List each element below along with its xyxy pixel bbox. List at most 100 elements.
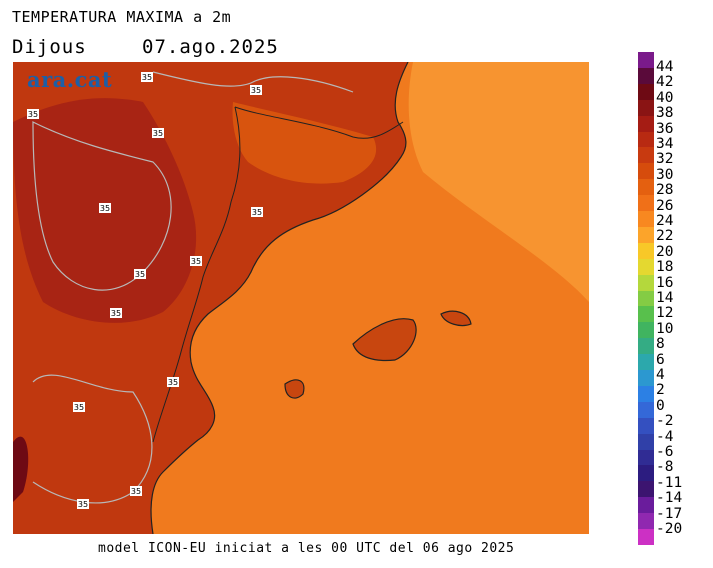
legend-swatch (638, 306, 654, 323)
map-title: TEMPERATURA MAXIMA a 2m (12, 8, 232, 26)
contour-line (152, 71, 354, 93)
forecast-day: Dijous (12, 36, 87, 58)
legend-swatch (638, 385, 654, 403)
legend-swatch (638, 322, 654, 339)
legend-swatch (638, 497, 654, 514)
contour-label: 35 (252, 208, 262, 217)
contour-label-bg (251, 207, 263, 217)
model-footer: model ICON-EU iniciat a les 00 UTC del 0… (98, 541, 515, 556)
legend-tick-label: -2 (656, 413, 674, 430)
legend-swatch (638, 433, 654, 451)
legend-swatch (638, 226, 654, 244)
legend-swatch (638, 417, 654, 435)
contour-label-bg (141, 72, 153, 82)
legend-tick-label: 16 (656, 274, 674, 291)
legend-tick-label: 30 (656, 166, 674, 183)
contour-label-bg (27, 109, 39, 119)
contour-label: 35 (74, 403, 84, 412)
contour-label-bg (167, 377, 179, 387)
ara-cat-logo: ara.cat (27, 67, 113, 92)
legend-swatch (638, 529, 654, 546)
contour-label: 35 (168, 378, 178, 387)
legend-tick-label: 10 (656, 320, 674, 337)
legend-tick-label: 6 (656, 351, 665, 368)
legend-swatch (638, 242, 654, 260)
legend-swatch (638, 179, 654, 196)
legend-tick-label: -17 (656, 505, 683, 522)
contour-label: 35 (111, 309, 121, 318)
contour-label: 35 (78, 500, 88, 509)
legend-swatch (638, 465, 654, 482)
contour-label: 35 (131, 487, 141, 496)
legend-tick-label: 38 (656, 105, 674, 122)
legend-swatch (638, 290, 654, 307)
legend-tick-label: 0 (656, 397, 665, 414)
legend-swatch (638, 258, 654, 276)
forecast-date: 07.ago.2025 (142, 36, 279, 58)
contour-label: 35 (251, 86, 261, 95)
legend-swatch (638, 147, 654, 164)
legend-tick-label: -4 (656, 428, 674, 445)
temperature-map: 35 35 35 35 35 35 35 35 35 35 35 35 35 (13, 62, 589, 534)
border-line-north (234, 106, 404, 139)
legend-swatch (638, 370, 654, 387)
pyrenees-cool-zone (232, 102, 377, 184)
island-mallorca (352, 318, 417, 362)
contour-label-bg (152, 128, 164, 138)
legend-tick-label: 2 (656, 382, 665, 399)
contour-label-bg (110, 308, 122, 318)
map-canvas: 35 35 35 35 35 35 35 35 35 35 35 35 35 (13, 62, 589, 534)
contour-label: 35 (153, 129, 163, 138)
island-menorca (440, 310, 472, 327)
legend-swatch (638, 354, 654, 371)
legend-tick-label: 12 (656, 305, 674, 322)
island-ibiza (284, 379, 305, 399)
legend-tick-label: 42 (656, 74, 674, 91)
contour-label-bg (73, 402, 85, 412)
contour-label: 35 (28, 110, 38, 119)
coastline (150, 62, 409, 534)
legend-swatch (638, 449, 654, 466)
legend-tick-label: 26 (656, 197, 674, 214)
legend-tick-label: 22 (656, 228, 674, 245)
contour-label: 35 (191, 257, 201, 266)
legend-tick-label: 36 (656, 120, 674, 137)
legend-tick-label: 4 (656, 367, 665, 383)
legend-tick-label: 44 (656, 59, 674, 75)
legend-tick-label: -6 (656, 444, 674, 460)
legend-swatch (638, 67, 654, 85)
legend-swatch (638, 481, 654, 498)
legend-tick-label: 20 (656, 243, 674, 260)
legend-swatch (638, 115, 654, 132)
contour-label-bg (250, 85, 262, 95)
contour-label-bg (130, 486, 142, 496)
color-scale-legend (638, 52, 654, 546)
legend-tick-label: 24 (656, 213, 674, 229)
sea-warm-zone-north (408, 62, 589, 302)
legend-swatch (638, 52, 654, 69)
legend-swatch (638, 131, 654, 148)
legend-swatch (638, 99, 654, 117)
land-very-hot-zone (13, 436, 29, 502)
legend-tick-label: 8 (656, 336, 665, 353)
contour-label-bg (99, 203, 111, 213)
contour-label: 35 (100, 204, 110, 213)
contour-label-bg (134, 269, 146, 279)
legend-tick-label: -11 (656, 474, 683, 491)
legend-swatch (638, 513, 654, 530)
legend-tick-label: 14 (656, 290, 674, 306)
legend-tick-label: 28 (656, 182, 674, 199)
legend-tick-label: -20 (656, 521, 683, 537)
contour-label-bg (190, 256, 202, 266)
contour-label: 35 (142, 73, 152, 82)
legend-swatch (638, 163, 654, 180)
legend-swatch (638, 195, 654, 212)
legend-swatch (638, 83, 654, 101)
legend-tick-label: -14 (656, 490, 683, 507)
legend-tick-label: 34 (656, 136, 674, 152)
legend-swatch (638, 338, 654, 355)
legend-tick-label: -8 (656, 459, 674, 476)
legend-tick-label: 40 (656, 89, 674, 106)
legend-tick-label: 32 (656, 151, 674, 168)
legend-swatch (638, 211, 654, 228)
